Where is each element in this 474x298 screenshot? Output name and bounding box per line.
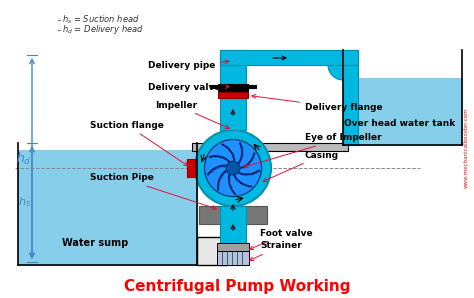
Text: Water sump: Water sump <box>62 238 128 248</box>
Text: Strainer: Strainer <box>249 241 302 260</box>
Text: $h_s$: $h_s$ <box>18 195 30 209</box>
Bar <box>187 159 195 177</box>
Text: Casing: Casing <box>263 150 339 181</box>
Circle shape <box>204 139 262 196</box>
Text: Delivery pipe: Delivery pipe <box>148 60 229 71</box>
Bar <box>218 92 248 98</box>
Text: $h_s$ = Suction head: $h_s$ = Suction head <box>62 14 140 26</box>
Wedge shape <box>328 54 354 80</box>
Bar <box>217 243 249 251</box>
Text: www.mechanicalbooster.com: www.mechanicalbooster.com <box>464 108 468 188</box>
Text: Delivery valve: Delivery valve <box>148 83 229 92</box>
Bar <box>199 206 267 224</box>
Text: Foot valve: Foot valve <box>249 229 313 250</box>
Bar <box>218 84 248 91</box>
Circle shape <box>226 161 240 175</box>
Bar <box>223 222 243 238</box>
Text: Delivery flange: Delivery flange <box>252 94 383 113</box>
Text: $h_d$: $h_d$ <box>16 150 32 167</box>
Text: Suction flange: Suction flange <box>90 120 188 166</box>
Text: $h_d$ = Delivery head: $h_d$ = Delivery head <box>62 24 144 36</box>
Bar <box>197 237 227 265</box>
Bar <box>220 50 246 130</box>
Text: Centrifugal Pump Working: Centrifugal Pump Working <box>124 280 350 294</box>
Bar <box>217 251 249 265</box>
Bar <box>210 86 256 89</box>
Circle shape <box>195 130 271 206</box>
Text: Impeller: Impeller <box>155 100 229 129</box>
Text: Eye of Impeller: Eye of Impeller <box>244 134 382 168</box>
Bar <box>18 150 197 265</box>
Bar <box>343 78 462 145</box>
Bar <box>220 206 246 265</box>
Bar <box>343 50 358 145</box>
Bar <box>192 143 348 151</box>
Bar <box>220 50 358 65</box>
Text: Over head water tank: Over head water tank <box>345 119 456 128</box>
Bar <box>220 50 358 65</box>
Text: Suction Pipe: Suction Pipe <box>90 173 216 209</box>
